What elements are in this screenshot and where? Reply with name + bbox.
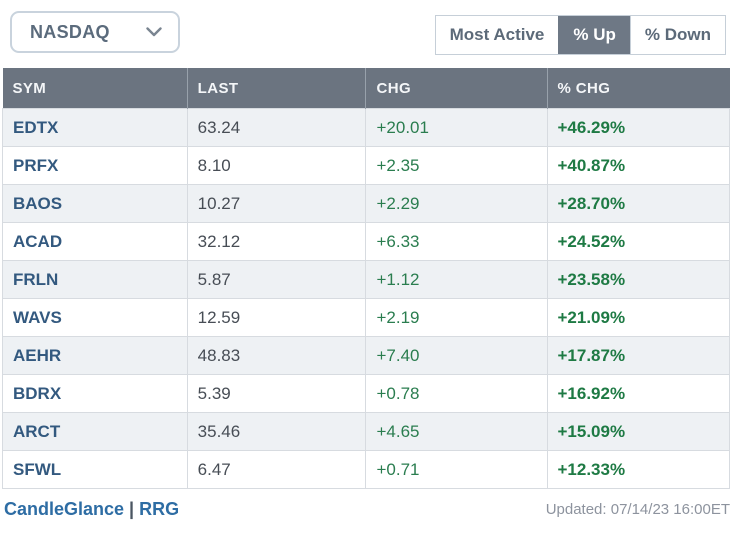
change-value: +0.78 [365, 374, 548, 413]
table-row: ARCT 35.46 +4.65 +15.09% [2, 412, 730, 451]
exchange-dropdown[interactable]: NASDAQ [10, 11, 180, 53]
table-header-row: SYM LAST CHG % CHG [2, 68, 730, 109]
tab-percent-up[interactable]: % Up [558, 16, 630, 54]
change-value: +4.65 [365, 412, 548, 451]
percent-change-value: +17.87% [546, 336, 730, 375]
market-movers-table: SYM LAST CHG % CHG EDTX 63.24 +20.01 +46… [2, 68, 730, 489]
table-row: ACAD 32.12 +6.33 +24.52% [2, 222, 730, 261]
table-row: SFWL 6.47 +0.71 +12.33% [2, 450, 730, 489]
percent-change-value: +16.92% [546, 374, 730, 413]
last-price: 5.39 [186, 374, 367, 413]
percent-change-value: +28.70% [546, 184, 730, 223]
column-header-pct-chg[interactable]: % CHG [546, 68, 730, 109]
symbol-link[interactable]: ACAD [2, 222, 188, 261]
view-tab-group: Most Active % Up % Down [434, 15, 726, 55]
table-row: PRFX 8.10 +2.35 +40.87% [2, 146, 730, 185]
percent-change-value: +24.52% [546, 222, 730, 261]
last-price: 63.24 [186, 108, 367, 147]
percent-change-value: +12.33% [546, 450, 730, 489]
table-row: EDTX 63.24 +20.01 +46.29% [2, 108, 730, 147]
last-price: 48.83 [186, 336, 367, 375]
last-price: 10.27 [186, 184, 367, 223]
change-value: +20.01 [365, 108, 548, 147]
chevron-down-icon [146, 27, 162, 37]
change-value: +6.33 [365, 222, 548, 261]
candleglance-link[interactable]: CandleGlance [4, 499, 125, 519]
percent-change-value: +21.09% [546, 298, 730, 337]
last-price: 6.47 [186, 450, 367, 489]
percent-change-value: +23.58% [546, 260, 730, 299]
table-row: BAOS 10.27 +2.29 +28.70% [2, 184, 730, 223]
last-price: 32.12 [186, 222, 367, 261]
symbol-link[interactable]: BAOS [2, 184, 188, 223]
change-value: +2.35 [365, 146, 548, 185]
column-header-sym[interactable]: SYM [2, 68, 188, 109]
symbol-link[interactable]: AEHR [2, 336, 188, 375]
table-row: FRLN 5.87 +1.12 +23.58% [2, 260, 730, 299]
symbol-link[interactable]: WAVS [2, 298, 188, 337]
symbol-link[interactable]: FRLN [2, 260, 188, 299]
link-separator: | [129, 499, 135, 519]
table-row: BDRX 5.39 +0.78 +16.92% [2, 374, 730, 413]
change-value: +1.12 [365, 260, 548, 299]
percent-change-value: +46.29% [546, 108, 730, 147]
percent-change-value: +15.09% [546, 412, 730, 451]
symbol-link[interactable]: ARCT [2, 412, 188, 451]
tab-most-active[interactable]: Most Active [435, 16, 559, 54]
updated-timestamp: Updated: 07/14/23 16:00ET [545, 501, 730, 518]
last-price: 8.10 [186, 146, 367, 185]
table-row: AEHR 48.83 +7.40 +17.87% [2, 336, 730, 375]
change-value: +7.40 [365, 336, 548, 375]
symbol-link[interactable]: EDTX [2, 108, 188, 147]
change-value: +2.29 [365, 184, 548, 223]
rrg-link[interactable]: RRG [139, 499, 180, 519]
footer-links: CandleGlance | RRG [4, 499, 179, 520]
last-price: 5.87 [186, 260, 367, 299]
symbol-link[interactable]: SFWL [2, 450, 188, 489]
column-header-last[interactable]: LAST [186, 68, 366, 109]
change-value: +0.71 [365, 450, 548, 489]
symbol-link[interactable]: PRFX [2, 146, 188, 185]
symbol-link[interactable]: BDRX [2, 374, 188, 413]
last-price: 35.46 [186, 412, 367, 451]
percent-change-value: +40.87% [546, 146, 730, 185]
exchange-dropdown-value: NASDAQ [30, 21, 110, 42]
last-price: 12.59 [186, 298, 367, 337]
column-header-chg[interactable]: CHG [365, 68, 547, 109]
change-value: +2.19 [365, 298, 548, 337]
tab-percent-down[interactable]: % Down [629, 16, 725, 54]
table-row: WAVS 12.59 +2.19 +21.09% [2, 298, 730, 337]
